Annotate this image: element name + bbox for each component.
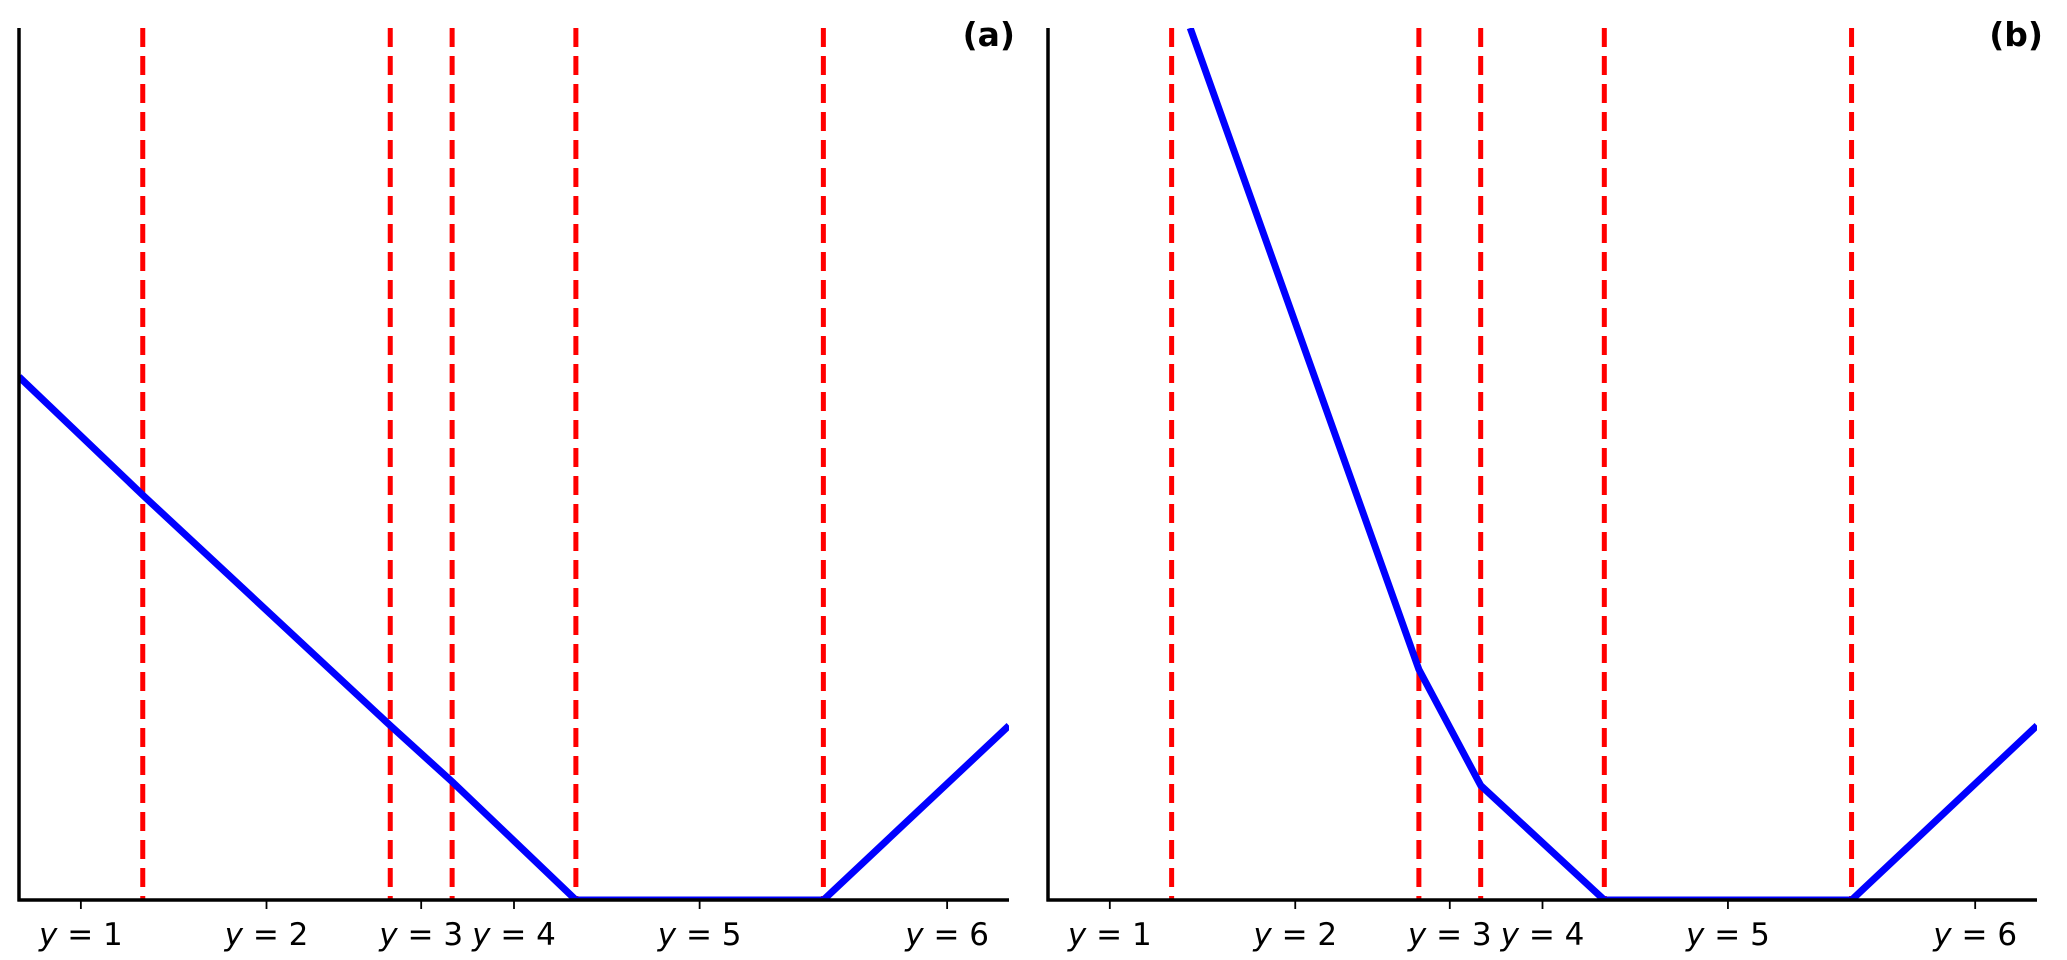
series-line-1 bbox=[1186, 28, 2037, 900]
x-tick-label-1: y = 1 bbox=[1067, 917, 1152, 953]
plot-area bbox=[1169, 28, 2037, 900]
x-tick-label-1: y = 1 bbox=[38, 917, 123, 953]
x-tick-label-2: y = 2 bbox=[224, 917, 309, 953]
x-tick-label-6: y = 6 bbox=[904, 917, 989, 953]
x-tick-label-4: y = 4 bbox=[471, 917, 556, 953]
x-tick-label-6: y = 6 bbox=[1932, 917, 2017, 953]
x-tick-label-3: y = 3 bbox=[1407, 917, 1492, 953]
plot-area bbox=[19, 28, 1009, 900]
x-tick-label-2: y = 2 bbox=[1252, 917, 1337, 953]
series-line-1 bbox=[19, 374, 1009, 900]
x-tick-label-5: y = 5 bbox=[1685, 917, 1770, 953]
x-tick-label-4: y = 4 bbox=[1500, 917, 1585, 953]
x-tick-label-3: y = 3 bbox=[378, 917, 463, 953]
x-tick-label-5: y = 5 bbox=[657, 917, 742, 953]
panel-label: (a) bbox=[963, 15, 1015, 54]
panel-label: (b) bbox=[1989, 15, 2043, 54]
